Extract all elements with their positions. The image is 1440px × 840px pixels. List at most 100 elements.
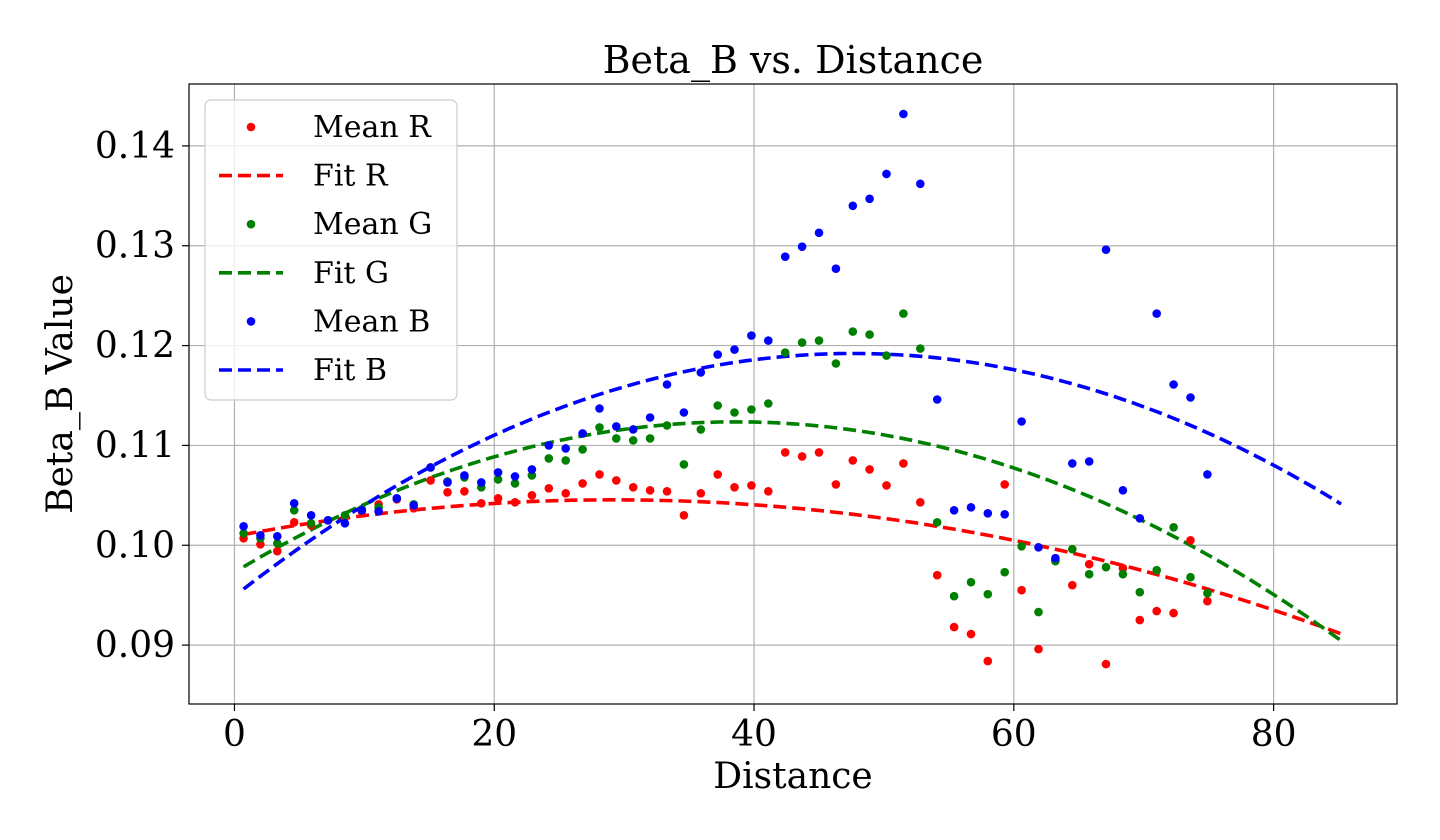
point-b bbox=[1051, 553, 1060, 563]
point-r bbox=[848, 456, 858, 465]
point-r bbox=[426, 476, 435, 485]
point-b bbox=[460, 471, 469, 480]
point-b bbox=[426, 463, 435, 472]
point-b bbox=[578, 429, 587, 438]
point-b bbox=[1084, 457, 1094, 466]
point-b bbox=[1152, 309, 1161, 318]
point-r bbox=[983, 656, 993, 666]
point-r bbox=[595, 470, 604, 479]
point-b bbox=[323, 516, 333, 525]
point-b bbox=[1186, 393, 1195, 402]
y-tick-label: 0.10 bbox=[95, 525, 175, 566]
chart-title: Beta_B vs. Distance bbox=[603, 38, 984, 83]
point-r bbox=[1203, 596, 1212, 606]
legend-label: Mean R bbox=[313, 110, 432, 145]
plot-frame bbox=[188, 83, 1398, 705]
point-b bbox=[899, 109, 908, 119]
point-g bbox=[679, 460, 689, 469]
point-r bbox=[1169, 608, 1178, 618]
point-g bbox=[289, 506, 299, 515]
point-r bbox=[764, 487, 773, 496]
point-g bbox=[561, 456, 570, 465]
point-r bbox=[1017, 585, 1026, 595]
point-b bbox=[966, 503, 976, 512]
x-tick-label: 40 bbox=[731, 714, 777, 755]
point-r bbox=[477, 499, 486, 508]
point-g bbox=[239, 529, 248, 538]
point-b bbox=[239, 522, 248, 531]
point-g bbox=[1118, 569, 1128, 579]
point-b bbox=[831, 264, 841, 274]
y-tick-label: 0.12 bbox=[95, 326, 175, 367]
point-b bbox=[409, 501, 419, 510]
point-b bbox=[340, 519, 350, 528]
point-b bbox=[1068, 459, 1077, 468]
point-b bbox=[595, 404, 604, 413]
point-r bbox=[899, 459, 908, 468]
y-tick-label: 0.11 bbox=[95, 425, 175, 466]
point-r bbox=[814, 448, 824, 457]
point-g bbox=[713, 401, 722, 410]
point-r bbox=[730, 483, 739, 492]
y-axis-label: Beta_B Value bbox=[40, 274, 81, 514]
point-g bbox=[814, 336, 824, 345]
point-g bbox=[306, 519, 316, 528]
point-g bbox=[595, 423, 604, 432]
point-r bbox=[256, 540, 265, 549]
point-r bbox=[578, 479, 587, 488]
point-r bbox=[780, 448, 790, 457]
axis-ticks: 0 20 40 60 80 0.09 0.10 0.11 0.12 0.13 0.14 bbox=[95, 126, 1297, 755]
point-r bbox=[696, 489, 706, 498]
point-g bbox=[628, 436, 638, 445]
point-b bbox=[510, 472, 520, 481]
point-b bbox=[696, 368, 706, 377]
point-b bbox=[983, 509, 993, 518]
point-b bbox=[713, 350, 722, 359]
y-tick-label: 0.09 bbox=[95, 625, 175, 666]
point-g bbox=[865, 330, 874, 339]
point-b bbox=[544, 441, 554, 450]
point-r bbox=[831, 480, 841, 489]
point-b bbox=[882, 169, 891, 179]
point-r bbox=[679, 511, 689, 520]
point-r bbox=[949, 622, 959, 632]
point-b bbox=[289, 499, 299, 508]
point-g bbox=[1017, 542, 1026, 551]
x-tick-label: 80 bbox=[1251, 714, 1297, 755]
x-tick-label: 60 bbox=[991, 714, 1037, 755]
point-r bbox=[747, 481, 756, 490]
point-g bbox=[1068, 544, 1077, 554]
point-g bbox=[1084, 569, 1094, 579]
point-g bbox=[273, 539, 282, 548]
point-r bbox=[916, 498, 925, 507]
point-b bbox=[527, 465, 537, 474]
point-r bbox=[713, 470, 722, 479]
point-g bbox=[916, 344, 925, 353]
point-r bbox=[1152, 606, 1161, 616]
point-g bbox=[730, 408, 739, 417]
legend-label: Mean B bbox=[313, 304, 430, 339]
point-r bbox=[1118, 563, 1128, 573]
point-r bbox=[1000, 480, 1009, 489]
point-r bbox=[289, 518, 299, 527]
point-r bbox=[662, 487, 672, 496]
point-r bbox=[1084, 559, 1094, 569]
point-g bbox=[493, 475, 503, 484]
point-g bbox=[932, 518, 942, 527]
point-b bbox=[932, 395, 942, 404]
point-b bbox=[764, 336, 773, 345]
point-b bbox=[374, 507, 383, 516]
point-g bbox=[696, 425, 706, 434]
point-r bbox=[1068, 580, 1077, 590]
point-r bbox=[1101, 659, 1111, 669]
point-r bbox=[966, 629, 976, 639]
point-g bbox=[662, 421, 672, 430]
point-b bbox=[662, 380, 672, 389]
point-g bbox=[797, 338, 807, 347]
point-r bbox=[493, 494, 503, 503]
point-b bbox=[392, 494, 402, 503]
point-b bbox=[1101, 245, 1111, 254]
point-b bbox=[949, 506, 959, 515]
point-g bbox=[831, 359, 841, 368]
point-g bbox=[510, 479, 520, 488]
